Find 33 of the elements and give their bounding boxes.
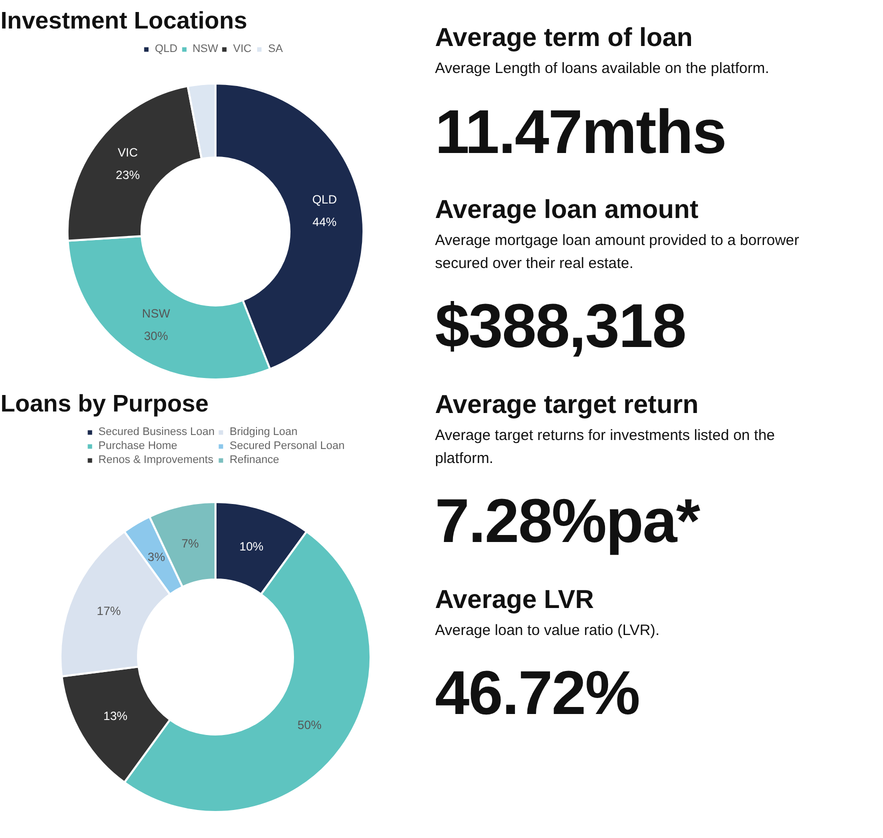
text: 11.47mths (435, 96, 727, 169)
legend-label: Renos & Improvements (98, 454, 214, 466)
legend-label: Bridging Loan (230, 426, 298, 438)
data-label: 13% (103, 709, 128, 724)
text: 46.72% (435, 658, 640, 730)
legend-label: Refinance (230, 454, 280, 466)
legend-label: NSW (192, 43, 218, 55)
data-label: NSW 30% (142, 306, 171, 344)
text: Average Length of loans available on the platform. (435, 59, 770, 80)
data-label: 17% (96, 604, 122, 618)
text: $388,318 (435, 291, 687, 364)
text: Average loan to value ratio (LVR). (435, 620, 661, 641)
text: Average mortgage loan amount provided to a borrower secured over their real estate. (435, 231, 800, 274)
data-label: 7% (181, 536, 200, 551)
text: Average LVR (435, 582, 595, 616)
legend-label: SA (268, 43, 284, 55)
legend-label: Purchase Home (98, 440, 178, 452)
data-label: 3% (148, 550, 166, 564)
legend-label: Secured Personal Loan (230, 440, 345, 452)
data-label: 50% (298, 718, 322, 732)
text: Average loan amount (435, 193, 700, 226)
text: Average target returns for investments listed on the platform. (435, 426, 776, 469)
text: 7.28%pa* (435, 486, 701, 558)
text: Average term of loan (435, 21, 694, 54)
data-label: 10% (239, 539, 264, 554)
legend-label: VIC (233, 43, 252, 55)
legend-label: QLD (154, 43, 178, 55)
data-label: QLD 44% (312, 192, 338, 229)
text: Average target return (435, 388, 700, 421)
data-label: VIC 23% (116, 145, 140, 182)
chart-title: Loans by Purpose (0, 390, 209, 418)
legend-label: Secured Business Loan (98, 426, 215, 438)
chart-title: Investment Locations (0, 8, 248, 34)
